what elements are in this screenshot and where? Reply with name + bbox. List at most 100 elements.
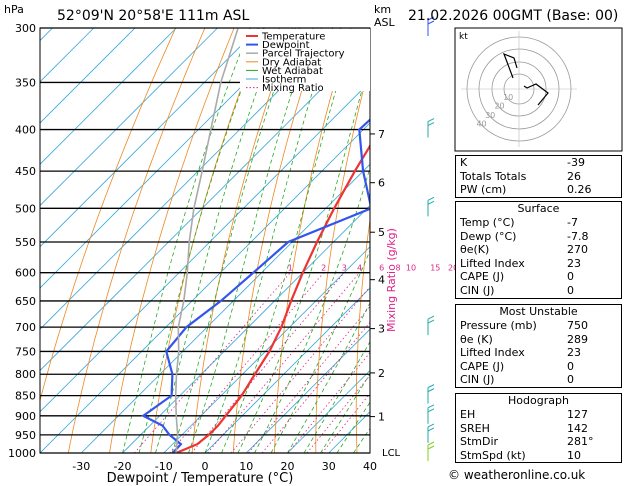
table-row: StmSpd (kt) 10 — [456, 449, 621, 463]
table-row: EH 127 — [456, 408, 621, 422]
legend-item: Mixing Ratio — [262, 83, 324, 94]
pressure-tick-label: 550 — [15, 236, 36, 249]
pressure-tick-label: 500 — [15, 202, 36, 215]
km-tick-label: 6 — [378, 177, 385, 190]
legend-item: Dewpoint — [262, 40, 310, 51]
wind-barb-flag — [427, 384, 435, 389]
isotherm-line — [40, 28, 342, 330]
table-row: Lifted Index 23 — [456, 257, 621, 271]
row-value: -7 — [567, 216, 578, 229]
most-unstable-title: Most Unstable — [499, 305, 578, 318]
dry-adiabat — [395, 28, 438, 470]
temperature-profile — [175, 143, 370, 453]
hodograph-params-title: Hodograph — [508, 394, 569, 407]
mixing-ratio-label: 6 — [379, 264, 384, 273]
row-value: -39 — [567, 156, 585, 169]
isotherm-line — [40, 28, 301, 289]
row-label: CIN (J) — [460, 283, 495, 297]
mixing-ratio-labels: 12346810152025 — [288, 264, 473, 273]
row-value: 0 — [567, 359, 574, 373]
pressure-tick-label: 600 — [15, 267, 36, 280]
legend-item: Dry Adiabat — [262, 57, 321, 68]
pressure-axis-labels: 300 350 400 450 500 550 600 650 700 750 800 850 900 9… — [8, 22, 36, 460]
plot-frame — [39, 27, 371, 454]
dry-adiabat — [67, 28, 206, 453]
dry-adiabat — [150, 28, 264, 453]
table-row: CIN (J) 0 — [456, 373, 621, 387]
row-label: CAPE (J) — [460, 359, 505, 373]
wet-adiabat — [320, 373, 370, 453]
wind-barb-flag — [427, 427, 435, 432]
wet-adiabat — [336, 401, 370, 453]
temperature-tick-label: -30 — [72, 460, 90, 473]
km-tick-label: 2 — [378, 367, 385, 380]
pressure-tick-label: 750 — [15, 345, 36, 358]
wet-adiabat — [204, 28, 334, 453]
dry-adiabat — [40, 28, 176, 403]
hodograph-trace — [523, 83, 549, 106]
asl-unit: ASL — [374, 16, 396, 29]
pressure-tick-label: 950 — [15, 429, 36, 442]
table-row: Totals Totals 26 — [456, 170, 621, 184]
wind-barb-flag — [427, 404, 435, 409]
datetime-title: 21.02.2026 00GMT (Base: 00) — [408, 8, 618, 24]
hpa-unit: hPa — [4, 3, 24, 16]
temperature-axis-labels: -30 -20 -10 0 10 20 30 40 — [72, 460, 377, 473]
temperature-tick-label: -20 — [114, 460, 132, 473]
hodograph-ring-label: 10 — [503, 93, 513, 102]
dry-adiabat — [232, 28, 323, 453]
isotherm-line — [40, 81, 370, 413]
temperature-tick-label: 10 — [239, 460, 253, 473]
dewpoint-profile — [141, 118, 370, 453]
mixing-ratio-line — [207, 272, 360, 453]
km-tick-label: 3 — [378, 323, 385, 336]
table-row: Lifted Index 23 — [456, 346, 621, 360]
wet-adiabat — [303, 340, 370, 453]
row-value: 26 — [567, 169, 581, 183]
mixing-ratio-line — [261, 321, 370, 453]
mixing-ratio-label: 2 — [321, 264, 326, 273]
mixing-ratio-label: 8 — [395, 264, 400, 273]
row-label: θe (K) — [460, 332, 493, 346]
dry-adiabat — [315, 63, 370, 453]
mixing-ratio-label: 1 — [288, 264, 293, 273]
row-label: SREH — [460, 421, 490, 435]
wet-adiabat — [287, 301, 370, 453]
row-value: 127 — [567, 408, 588, 421]
hodograph-unit: kt — [459, 32, 468, 42]
wind-barb-flag — [427, 122, 435, 126]
surface-panel: Surface Temp (°C) -7 Dewp (°C) -7.8 θe(K) 270 L… — [455, 201, 622, 299]
row-value: 270 — [567, 243, 588, 257]
legend-item: Parcel Trajectory — [262, 49, 345, 60]
pressure-tick-label: 850 — [15, 390, 36, 403]
pressure-tick-label: 800 — [15, 368, 36, 381]
temperature-tick-label: 0 — [202, 460, 209, 473]
mixing-ratio-line — [191, 272, 345, 453]
hodograph-trace-upper — [502, 52, 518, 79]
km-tick-label: 7 — [378, 128, 385, 141]
isotherm-line — [0, 28, 11, 470]
table-row: Pressure (mb) 750 — [456, 319, 621, 333]
isotherm-line — [245, 328, 370, 453]
row-value: 0.26 — [567, 183, 592, 197]
location-title: 52°09'N 20°58'E 111m ASL — [57, 8, 249, 24]
row-value: 10 — [567, 448, 581, 462]
wind-barb-flag — [427, 200, 435, 205]
row-value: 142 — [567, 421, 588, 435]
most-unstable-panel: Most Unstable Pressure (mb) 750 θe (K) 289 Li… — [455, 304, 622, 388]
pressure-tick-label: 650 — [15, 295, 36, 308]
wind-barb-flag — [427, 20, 435, 25]
isotherm-line — [40, 39, 370, 372]
table-row: SREH 142 — [456, 422, 621, 436]
mixing-ratio-label: 10 — [406, 264, 416, 273]
isotherm-line — [40, 28, 53, 42]
surface-title: Surface — [517, 202, 560, 215]
mixing-ratio-line — [248, 305, 370, 453]
mixing-ratio-label: 15 — [430, 264, 440, 273]
mixing-ratio-label: 20 — [448, 264, 458, 273]
table-row: θe(K) 270 — [456, 243, 621, 257]
wind-barb-flag — [427, 441, 435, 446]
isotherm-line — [40, 28, 218, 207]
